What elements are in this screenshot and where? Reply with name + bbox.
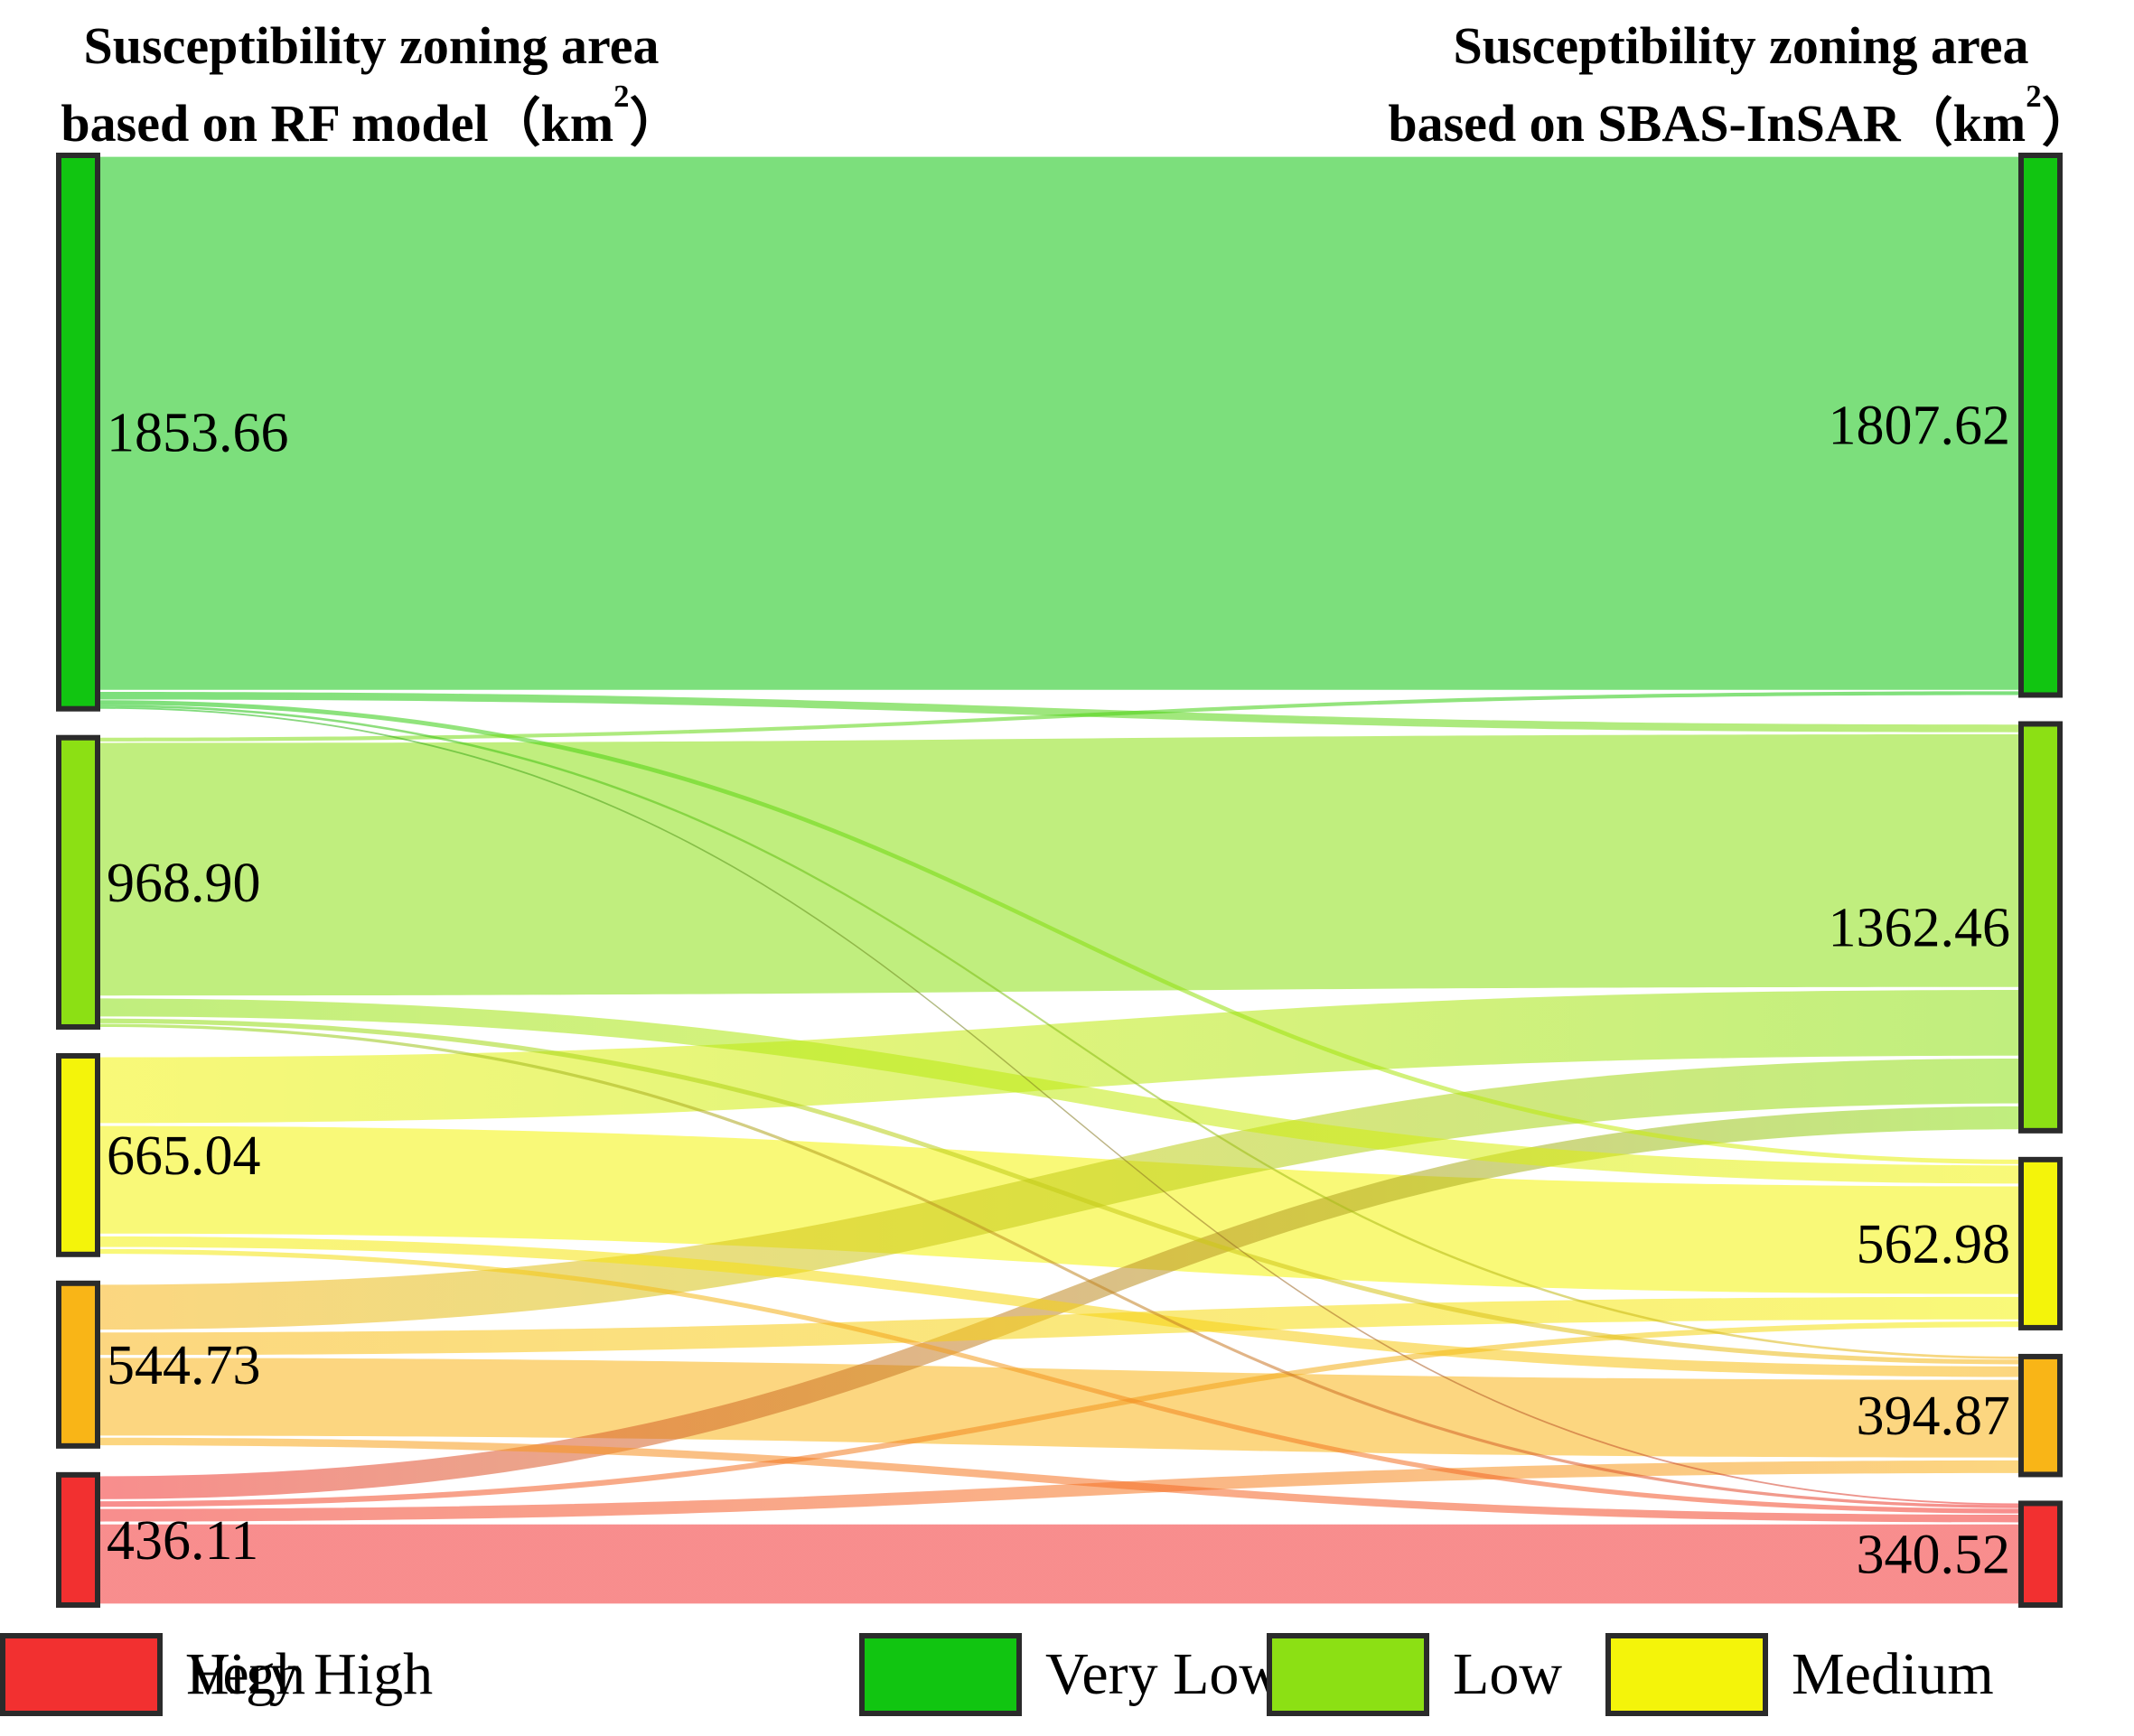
flow-very-low-to-very-high — [98, 706, 2021, 1506]
flow-medium-to-low — [98, 989, 2021, 1124]
flow-very-low-to-high — [98, 705, 2021, 1359]
flow-high-to-high — [98, 1358, 2021, 1458]
legend-item-low: Low — [1267, 1633, 1562, 1716]
legend-swatch-very-low — [859, 1633, 1022, 1716]
flow-low-to-medium — [98, 998, 2021, 1184]
node-right-low — [2018, 721, 2063, 1134]
legend-swatch-low — [1267, 1633, 1429, 1716]
legend-swatch-medium — [1605, 1633, 1768, 1716]
node-value-left-very-low: 1853.66 — [107, 402, 289, 463]
legend-label-very-low: Very Low — [1045, 1641, 1283, 1707]
flow-very-low-to-very-low — [98, 156, 2021, 690]
flow-high-to-medium — [98, 1296, 2021, 1356]
right-axis-title: Susceptibility zoning area based on SBAS… — [1348, 7, 2134, 163]
legend-label-low: Low — [1453, 1641, 1562, 1707]
node-value-left-high: 544.73 — [107, 1335, 261, 1396]
legend-label-medium: Medium — [1792, 1641, 1994, 1707]
node-value-right-very-low: 1807.62 — [1829, 396, 2011, 457]
node-left-medium — [56, 1052, 100, 1257]
flow-low-to-high — [98, 1018, 2021, 1365]
node-right-high — [2018, 1353, 2063, 1478]
node-value-right-medium: 562.98 — [1857, 1214, 2011, 1275]
legend-label-very-high: Very High — [186, 1641, 434, 1707]
node-left-high — [56, 1280, 100, 1449]
flow-high-to-very-high — [98, 1437, 2021, 1523]
node-value-right-high: 394.87 — [1857, 1386, 2011, 1447]
legend-item-very-low: Very Low — [859, 1633, 1282, 1716]
legend-swatch-very-high — [0, 1633, 163, 1716]
flow-low-to-low — [98, 734, 2021, 996]
node-value-left-very-high: 436.11 — [107, 1510, 258, 1572]
left-axis-title-line1: Susceptibility zoning area — [83, 16, 660, 75]
node-value-left-low: 968.90 — [107, 853, 261, 914]
right-axis-title-line2: based on SBAS-InSAR（km2） — [1388, 79, 2094, 153]
flow-very-high-to-high — [98, 1460, 2021, 1522]
node-value-left-medium: 665.04 — [107, 1125, 261, 1187]
flow-medium-to-very-high — [98, 1248, 2021, 1514]
flow-very-high-to-very-high — [98, 1524, 2021, 1604]
node-left-very-low — [56, 153, 100, 712]
flow-very-high-to-medium — [98, 1321, 2021, 1507]
right-axis-title-line1: Susceptibility zoning area — [1453, 16, 2029, 75]
left-axis-title: Susceptibility zoning area based on RF m… — [0, 7, 743, 163]
left-axis-title-line2: based on RF model（km2） — [61, 79, 682, 153]
flow-very-low-to-low — [98, 692, 2021, 733]
node-right-very-high — [2018, 1500, 2063, 1609]
legend-item-very-high: Very High — [0, 1633, 433, 1716]
node-value-right-low: 1362.46 — [1829, 898, 2011, 959]
node-value-right-very-high: 340.52 — [1857, 1525, 2011, 1586]
flow-high-to-low — [98, 1058, 2021, 1330]
flow-very-low-to-medium — [98, 700, 2021, 1164]
node-right-medium — [2018, 1156, 2063, 1330]
node-left-very-high — [56, 1471, 100, 1608]
flow-medium-to-high — [98, 1236, 2021, 1377]
legend-item-medium: Medium — [1605, 1633, 1994, 1716]
flow-low-to-very-high — [98, 1023, 2021, 1508]
flow-low-to-very-low — [98, 691, 2021, 742]
node-left-low — [56, 734, 100, 1030]
node-right-very-low — [2018, 153, 2063, 698]
legend-label-high: High — [186, 1641, 305, 1707]
